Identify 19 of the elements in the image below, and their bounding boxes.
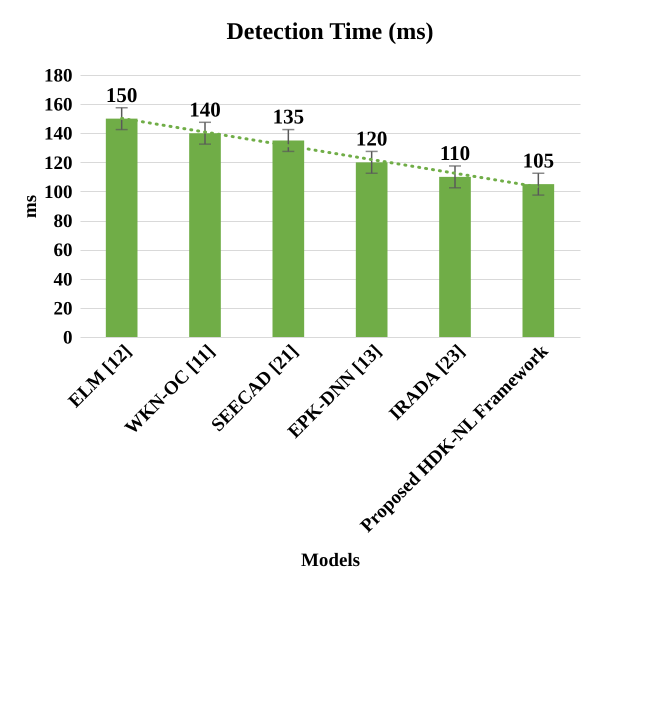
data-label: 140: [189, 97, 221, 122]
y-tick-label: 20: [54, 298, 72, 320]
x-axis-title: Models: [300, 550, 360, 571]
y-axis-title: ms: [20, 194, 41, 218]
chart-title: Detection Time (ms): [226, 19, 434, 45]
data-label: 105: [522, 148, 554, 172]
y-tick-label: 120: [44, 152, 72, 174]
y-tick-label: 80: [54, 211, 72, 232]
data-label: 120: [356, 126, 388, 150]
y-tick-label: 140: [44, 124, 72, 145]
data-label: 150: [106, 82, 138, 107]
y-tick-label: 0: [63, 328, 72, 348]
data-label: 135: [272, 104, 304, 129]
y-tick-label: 60: [54, 240, 72, 262]
y-tick-label: 100: [44, 182, 72, 203]
y-tick-label: 160: [44, 94, 72, 116]
data-label: 110: [440, 140, 470, 165]
y-tick-label: 40: [54, 269, 72, 290]
y-tick-label: 180: [44, 66, 72, 86]
